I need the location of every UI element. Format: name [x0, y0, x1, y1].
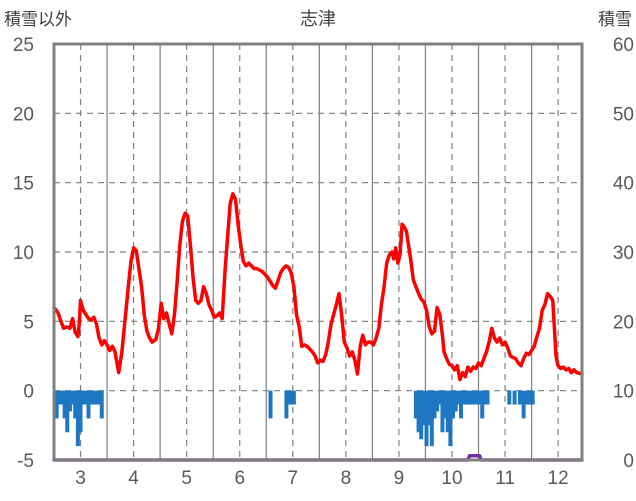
- precipitation-bar: [89, 390, 94, 405]
- precipitation-bar: [288, 390, 293, 405]
- x-tick-label: 6: [234, 468, 245, 489]
- precipitation-bar: [75, 390, 80, 447]
- precipitation-bar: [521, 390, 526, 419]
- temperature-line: [52, 192, 584, 382]
- precipitation-bar: [437, 390, 442, 405]
- precipitation-bar: [86, 390, 91, 419]
- right-tick-label: 50: [613, 104, 634, 125]
- precipitation-bar: [65, 390, 70, 433]
- precipitation-bar: [469, 390, 474, 405]
- precipitation-bar: [527, 390, 532, 405]
- precipitation-bar: [59, 390, 64, 405]
- precipitation-bar: [70, 390, 75, 405]
- precipitation-bar: [512, 390, 517, 405]
- precipitation-bar: [73, 390, 78, 419]
- plot-frame: [52, 42, 584, 462]
- precipitation-bar: [54, 390, 59, 419]
- precipitation-bar: [482, 390, 487, 405]
- left-tick-label: 20: [13, 104, 34, 125]
- precipitation-bar: [424, 390, 429, 447]
- precipitation-bar: [419, 390, 424, 440]
- right-tick-label: 30: [613, 243, 634, 264]
- right-tick-label: 0: [623, 451, 634, 472]
- precipitation-bar: [443, 390, 448, 419]
- precipitation-bar: [83, 390, 88, 405]
- x-tick-label: 9: [394, 468, 405, 489]
- precipitation-bar: [451, 390, 456, 419]
- x-tick-label: 4: [128, 468, 139, 489]
- x-axis-ticks: 3 4 5 6 7 8 9 10 11 12: [75, 468, 568, 489]
- precipitation-bar: [413, 390, 418, 419]
- precipitation-bar: [99, 390, 104, 419]
- x-tick-label: 11: [495, 468, 515, 489]
- x-tick-label: 10: [441, 468, 462, 489]
- precipitation-bar: [81, 390, 86, 405]
- right-tick-label: 60: [613, 35, 634, 56]
- precipitation-bars: [54, 390, 535, 447]
- precipitation-bar: [456, 390, 461, 405]
- precipitation-bar: [507, 390, 512, 405]
- precipitation-bar: [435, 390, 440, 412]
- precipitation-bar: [461, 390, 466, 405]
- precipitation-bar: [57, 390, 62, 405]
- precipitation-bar: [453, 390, 458, 412]
- right-axis-title: 積雪: [598, 10, 632, 29]
- right-tick-label: 20: [613, 312, 634, 333]
- precipitation-bar: [440, 390, 445, 433]
- left-tick-label: 10: [13, 243, 34, 264]
- left-tick-label: 25: [13, 35, 34, 56]
- precipitation-bar: [291, 390, 296, 405]
- x-tick-label: 7: [288, 468, 299, 489]
- precipitation-bar: [466, 390, 471, 405]
- temperature-series: [52, 192, 584, 382]
- x-tick-label: 3: [75, 468, 86, 489]
- precipitation-bar: [78, 390, 83, 433]
- precipitation-bar: [474, 390, 479, 405]
- right-tick-label: 40: [613, 174, 634, 195]
- x-tick-label: 5: [181, 468, 192, 489]
- left-axis-title: 積雪以外: [4, 10, 72, 29]
- left-axis-ticks: -5 0 5 10 15 20 25: [13, 35, 34, 472]
- precipitation-bar: [416, 390, 421, 433]
- precipitation-bar: [517, 390, 522, 405]
- precipitation-bar: [485, 390, 490, 405]
- precipitation-bar: [429, 390, 434, 447]
- precipitation-bar: [459, 390, 464, 419]
- precipitation-bar: [268, 390, 273, 419]
- precipitation-bar: [62, 390, 67, 419]
- precipitation-bar: [480, 390, 485, 419]
- precipitation-bar: [525, 390, 530, 405]
- precipitation-bar: [284, 390, 289, 419]
- precipitation-bar: [432, 390, 437, 419]
- right-axis-ticks: 0 10 20 30 40 50 60: [613, 35, 634, 472]
- precipitation-bar: [421, 390, 426, 426]
- x-tick-label: 12: [548, 468, 569, 489]
- precipitation-bar: [472, 390, 477, 405]
- precipitation-bar: [94, 390, 99, 405]
- precipitation-bar: [67, 390, 72, 412]
- precipitation-bar: [445, 390, 450, 433]
- precipitation-bar: [448, 390, 453, 447]
- precipitation-bar: [97, 390, 102, 405]
- precipitation-bar: [530, 390, 535, 405]
- precipitation-bar: [477, 390, 482, 405]
- right-tick-label: 10: [613, 382, 634, 403]
- left-tick-label: -5: [17, 451, 34, 472]
- x-tick-label: 8: [341, 468, 352, 489]
- precipitation-bar: [427, 390, 432, 426]
- precipitation-bar: [464, 390, 469, 405]
- left-tick-label: 15: [13, 174, 34, 195]
- left-tick-label: 0: [23, 382, 34, 403]
- left-tick-label: 5: [23, 312, 34, 333]
- chart-title: 志津: [300, 9, 336, 29]
- precipitation-bar: [91, 390, 96, 405]
